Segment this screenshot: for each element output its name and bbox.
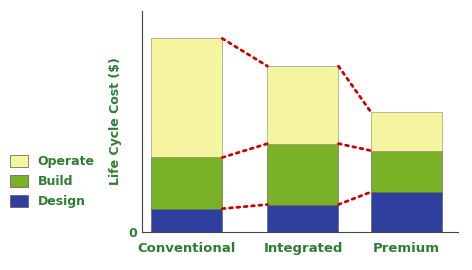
Bar [268,205,338,232]
Bar [371,192,442,232]
Bar [371,112,442,151]
Bar [268,66,338,144]
Bar [152,39,222,157]
Y-axis label: Life Cycle Cost ($): Life Cycle Cost ($) [110,58,122,185]
Bar [152,209,222,232]
Bar [268,144,338,205]
Legend: Operate, Build, Design: Operate, Build, Design [10,155,95,208]
Bar [371,151,442,192]
Bar [152,157,222,209]
